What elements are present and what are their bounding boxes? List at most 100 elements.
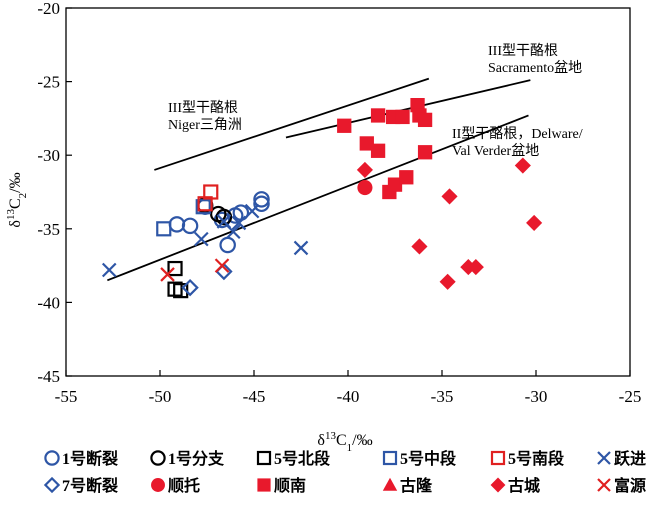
- marker-stroke: [244, 203, 260, 219]
- x-tick-label: -50: [149, 387, 172, 406]
- marker-stroke: [216, 214, 232, 229]
- data-point: [156, 221, 172, 237]
- data-point: [167, 260, 183, 277]
- legend-marker: [597, 478, 611, 492]
- legend-marker: [257, 478, 271, 492]
- y-tick-label: -45: [37, 367, 60, 386]
- data-point: [226, 224, 241, 240]
- legend-item: 5号北段: [256, 449, 331, 468]
- data-point: [514, 157, 531, 174]
- data-point: [215, 208, 233, 226]
- data-point: [293, 240, 309, 256]
- legend-marker: [44, 450, 60, 466]
- y-tick-label: -30: [37, 146, 60, 165]
- legend-marker: [490, 477, 506, 493]
- legend-label: 5号中段: [400, 449, 457, 468]
- x-tick-label: -45: [243, 387, 266, 406]
- data-point: [231, 215, 247, 231]
- annotations: III型干酪根 Niger三角洲 III型干酪根 Sacramento盆地 II型干酪根…: [168, 43, 583, 159]
- legend-label: 富源: [614, 476, 646, 495]
- x-tick-label: -35: [431, 387, 454, 406]
- data-point: [168, 216, 186, 233]
- marker-stroke: [293, 240, 309, 256]
- annotation-label: III型干酪根 Niger三角洲: [168, 100, 242, 133]
- data-point: [219, 236, 236, 254]
- data-point: [214, 258, 230, 273]
- data-point: [244, 203, 260, 219]
- y-tick-label: -35: [37, 220, 60, 239]
- data-point: [253, 195, 270, 213]
- data-point: [439, 273, 456, 290]
- data-point: [195, 199, 211, 215]
- legend-marker: [151, 478, 165, 492]
- x-tick-label: -40: [337, 387, 360, 406]
- legend-label: 1号分支: [168, 449, 225, 468]
- data-point: [441, 188, 458, 205]
- legend-item: 跃进: [597, 450, 646, 468]
- data-point: [526, 214, 543, 231]
- data-point: [357, 180, 373, 196]
- legend-label: 5号南段: [508, 449, 565, 468]
- data-point: [411, 238, 428, 255]
- legend-label: 古隆: [400, 476, 433, 495]
- data-point: [467, 259, 484, 276]
- legend: 1号断裂 1号分支 5号北段 5号中段 5号南段 跃进 7号断裂 顺托 顺南 古隆 古城 富源: [43, 449, 646, 495]
- data-point: [356, 161, 373, 178]
- data-point: [197, 196, 213, 212]
- legend-label: 古城: [508, 476, 540, 495]
- legend-label: 顺托: [168, 476, 200, 495]
- legend-marker: [382, 477, 398, 491]
- data-point: [370, 143, 386, 158]
- data-point: [181, 217, 199, 235]
- y-tick-label: -40: [37, 293, 60, 312]
- kerogen-reference-line: [285, 79, 531, 139]
- y-tick-label: -20: [37, 0, 60, 18]
- data-point: [194, 231, 209, 247]
- legend-item: 古城: [490, 476, 540, 495]
- y-tick-label: -25: [37, 73, 60, 92]
- data-point: [395, 109, 410, 125]
- legend-marker: [150, 450, 166, 466]
- marker-stroke: [101, 262, 117, 278]
- legend-label: 1号断裂: [62, 449, 118, 468]
- x-axis-label: δ13C1/‰: [317, 430, 372, 454]
- reference-lines: [107, 77, 531, 282]
- legend-item: 7号断裂: [43, 476, 118, 495]
- legend-item: 1号断裂: [44, 449, 118, 468]
- marker-stroke: [194, 231, 209, 247]
- marker-stroke: [214, 258, 230, 273]
- marker-stroke: [226, 224, 241, 240]
- data-point: [359, 136, 374, 151]
- legend-item: 5号中段: [382, 449, 457, 468]
- y-axis: -45 -40 -35 -30 -25 -20: [37, 0, 72, 386]
- data-point: [417, 145, 433, 160]
- marker-stroke: [597, 478, 611, 492]
- data-point: [417, 112, 433, 128]
- x-tick-label: -25: [619, 387, 642, 406]
- annotation-label: II型干酪根，Delware/Val Verder盆地: [452, 126, 583, 159]
- legend-item: 1号分支: [150, 449, 225, 468]
- legend-label: 5号北段: [274, 449, 331, 468]
- legend-label: 顺南: [274, 476, 306, 495]
- data-point: [101, 262, 117, 278]
- x-tick-label: -30: [525, 387, 548, 406]
- legend-label: 跃进: [614, 450, 646, 468]
- legend-marker: [490, 450, 506, 466]
- legend-item: 古隆: [382, 476, 433, 495]
- data-point: [160, 267, 175, 282]
- legend-marker: [382, 450, 398, 466]
- marker-stroke: [160, 267, 175, 282]
- legend-item: 顺托: [151, 476, 200, 495]
- x-tick-label: -55: [55, 387, 78, 406]
- data-points: [101, 98, 543, 299]
- data-point: [253, 191, 270, 208]
- marker-stroke: [597, 451, 611, 465]
- data-point: [387, 177, 403, 192]
- data-point: [399, 170, 414, 185]
- data-point: [337, 118, 352, 133]
- x-axis: -55 -50 -45 -40 -35 -30 -25: [55, 370, 642, 406]
- legend-item: 顺南: [257, 476, 306, 495]
- legend-item: 富源: [597, 476, 646, 495]
- data-point: [181, 278, 199, 297]
